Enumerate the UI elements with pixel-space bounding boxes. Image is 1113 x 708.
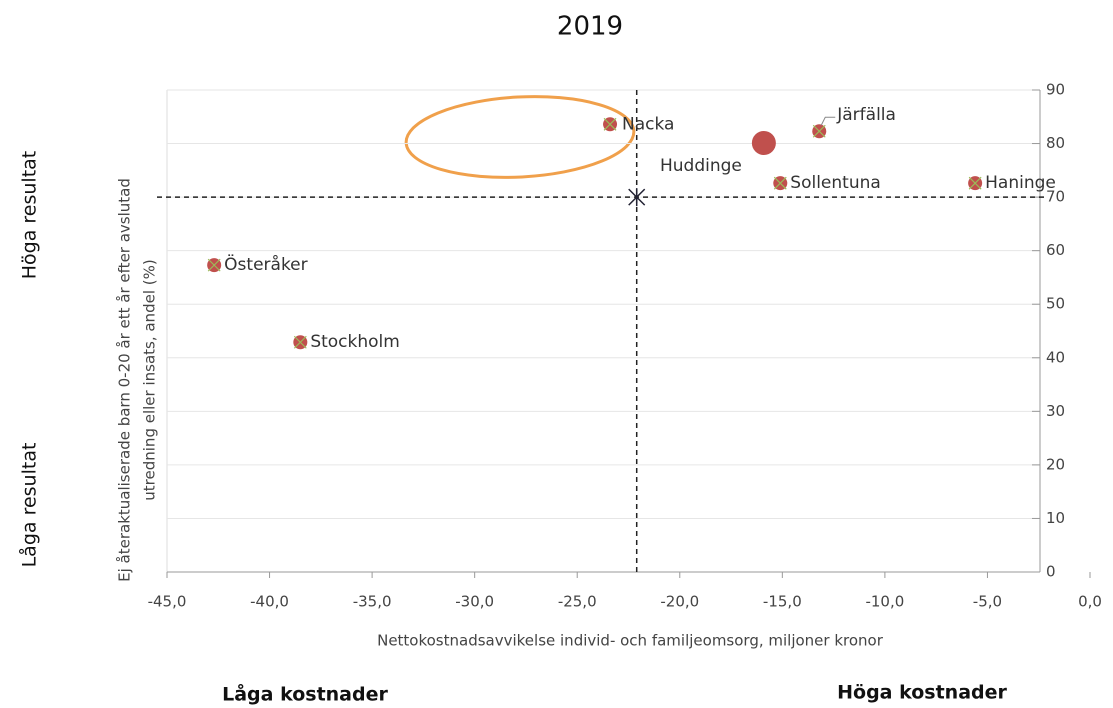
reference-point	[628, 188, 646, 207]
point-cross	[773, 176, 787, 190]
x-tick-label: -40,0	[250, 593, 289, 611]
point-label: Stockholm	[310, 332, 400, 352]
x-tick-label: -15,0	[763, 593, 802, 611]
point-cross	[207, 258, 221, 272]
y-tick-label: 80	[1046, 134, 1065, 152]
x-tick-label: -10,0	[865, 593, 904, 611]
chart-title: 2019	[557, 12, 623, 42]
point-cross	[603, 117, 617, 131]
y-tick-label: 30	[1046, 402, 1065, 420]
point	[751, 131, 776, 156]
x-tick-label: -35,0	[353, 593, 392, 611]
x-tick-label: -5,0	[973, 593, 1002, 611]
y-tick-label: 0	[1046, 563, 1056, 581]
y-tick-label: 70	[1046, 188, 1065, 206]
leader-line	[820, 116, 836, 126]
x-tick-label: -25,0	[558, 593, 597, 611]
y-tick-label: 50	[1046, 295, 1065, 313]
y-tick-label: 60	[1046, 241, 1065, 259]
point-cross	[812, 124, 826, 138]
y-tick-label: 90	[1046, 81, 1065, 99]
point-label: Järfälla	[836, 105, 896, 125]
x-axis-label: Nettokostnadsavvikelse individ- och fami…	[377, 632, 884, 650]
y-axis-label: utredning eller insats, andel (%)	[141, 259, 159, 500]
point-cross	[293, 335, 307, 349]
point-label: Haninge	[985, 173, 1056, 193]
point-label: Österåker	[224, 253, 307, 275]
x-tick-label: -30,0	[455, 593, 494, 611]
point-label: Huddinge	[660, 156, 742, 176]
side-label: Höga resultat	[19, 151, 41, 280]
y-tick-label: 40	[1046, 348, 1065, 366]
x-tick-label: -20,0	[660, 593, 699, 611]
side-label: Låga kostnader	[222, 682, 388, 706]
x-tick-label: -45,0	[148, 593, 187, 611]
y-tick-label: 20	[1046, 455, 1065, 473]
side-label: Låga resultat	[18, 443, 41, 568]
y-tick-label: 10	[1046, 509, 1065, 527]
highlight-ellipse	[404, 95, 636, 179]
side-label: Höga kostnader	[837, 682, 1007, 704]
y-axis-label: Ej återaktualiserade barn 0-20 år ett år…	[116, 178, 134, 582]
x-tick-label: 0,0	[1078, 593, 1102, 611]
point-cross	[968, 176, 982, 190]
point-label: Nacka	[622, 114, 674, 134]
point-label: Sollentuna	[790, 173, 881, 193]
